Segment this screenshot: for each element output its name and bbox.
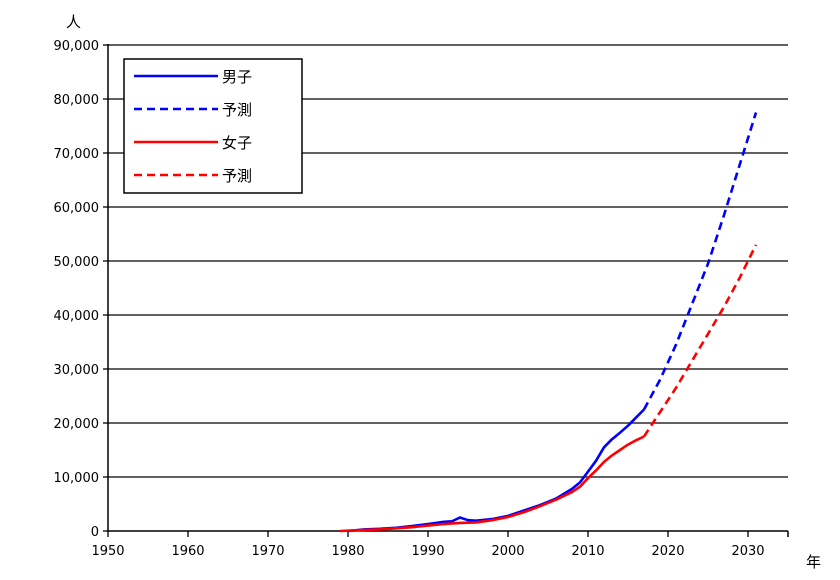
x-tick-label: 2030: [731, 544, 764, 559]
y-tick-label: 10,000: [54, 471, 100, 486]
legend-box: [123, 58, 303, 194]
y-tick-label: 70,000: [54, 147, 100, 162]
series-lines: [339, 112, 758, 533]
y-tick-label: 30,000: [54, 363, 100, 378]
x-axis-ticks: 1950 1960 1970 1980 1990 2000 2010 2020 2030: [91, 531, 765, 559]
x-tick-label: 1950: [91, 544, 124, 559]
y-tick-label: 40,000: [54, 309, 100, 324]
x-tick-label: 1980: [331, 544, 364, 559]
y-tick-label: 20,000: [54, 417, 100, 432]
series-line-3: [339, 435, 645, 533]
legend-label: 予測: [222, 167, 252, 185]
y-tick-label: 90,000: [54, 39, 100, 54]
x-tick-label: 1990: [411, 544, 444, 559]
x-tick-label: 1970: [251, 544, 284, 559]
series-line-2: [642, 112, 758, 411]
y-tick-label: 0: [91, 525, 99, 540]
x-tick-label: 2010: [571, 544, 604, 559]
legend-label: 女子: [222, 134, 252, 152]
legend-label: 予測: [222, 101, 252, 119]
x-tick-label: 2000: [491, 544, 524, 559]
axes: [107, 44, 789, 537]
y-axis-unit: 人: [66, 13, 81, 31]
y-tick-label: 60,000: [54, 201, 100, 216]
y-tick-label: 50,000: [54, 255, 100, 270]
y-tick-label: 80,000: [54, 93, 100, 108]
x-axis-unit: 年: [806, 553, 821, 571]
series-line-4: [642, 244, 758, 438]
legend-label: 男子: [222, 68, 252, 86]
series-line-1: [347, 408, 645, 533]
x-tick-label: 2020: [651, 544, 684, 559]
x-tick-label: 1960: [171, 544, 204, 559]
y-axis-ticks: 0 10,000 20,000 30,000 40,000 50,000 60,000 70,…: [54, 39, 108, 540]
